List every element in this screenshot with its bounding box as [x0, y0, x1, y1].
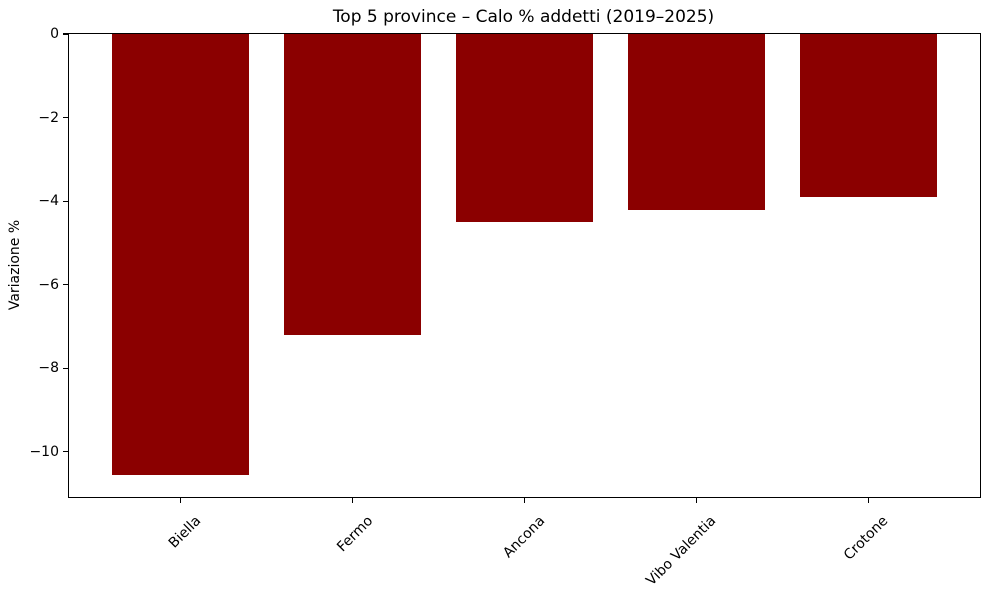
y-axis-label: Variazione % — [0, 33, 30, 496]
y-tick — [63, 116, 68, 119]
x-tick — [523, 498, 526, 503]
bar-fermo — [283, 34, 422, 335]
y-tick — [63, 367, 68, 369]
y-tick-label: −10 — [29, 443, 59, 460]
y-tick — [63, 200, 68, 202]
x-tick-label: Ancona — [499, 513, 548, 562]
bar-ancona — [455, 34, 594, 223]
x-tick-label: Crotone — [841, 513, 892, 564]
bar-biella — [111, 34, 250, 475]
plot-area: 0 −2 −4 −6 −8 −10 Biella Fermo Ancona Vibo Valent… — [29, 26, 981, 589]
x-tick-label: Biella — [165, 513, 205, 552]
y-tick-label: −8 — [38, 360, 59, 377]
y-tick-label: 0 — [50, 26, 59, 42]
x-tick — [695, 498, 697, 503]
y-tick-label: −2 — [38, 109, 59, 126]
y-tick-label: −4 — [38, 193, 59, 210]
bar-vibo-valentia — [627, 34, 766, 210]
y-axis-label-text: Variazione % — [7, 219, 23, 310]
chart-title: Top 5 province – Calo % addetti (2019–20… — [332, 7, 715, 27]
x-tick — [867, 498, 869, 503]
y-tick — [63, 33, 68, 35]
bar-crotone — [799, 34, 938, 197]
y-tick-label: −6 — [38, 276, 59, 293]
y-tick — [63, 284, 68, 286]
x-tick-label: Vibo Valentia — [643, 513, 720, 589]
x-tick — [352, 498, 354, 503]
x-tick — [180, 498, 182, 503]
x-tick-label: Fermo — [333, 513, 376, 556]
y-tick — [63, 451, 68, 453]
